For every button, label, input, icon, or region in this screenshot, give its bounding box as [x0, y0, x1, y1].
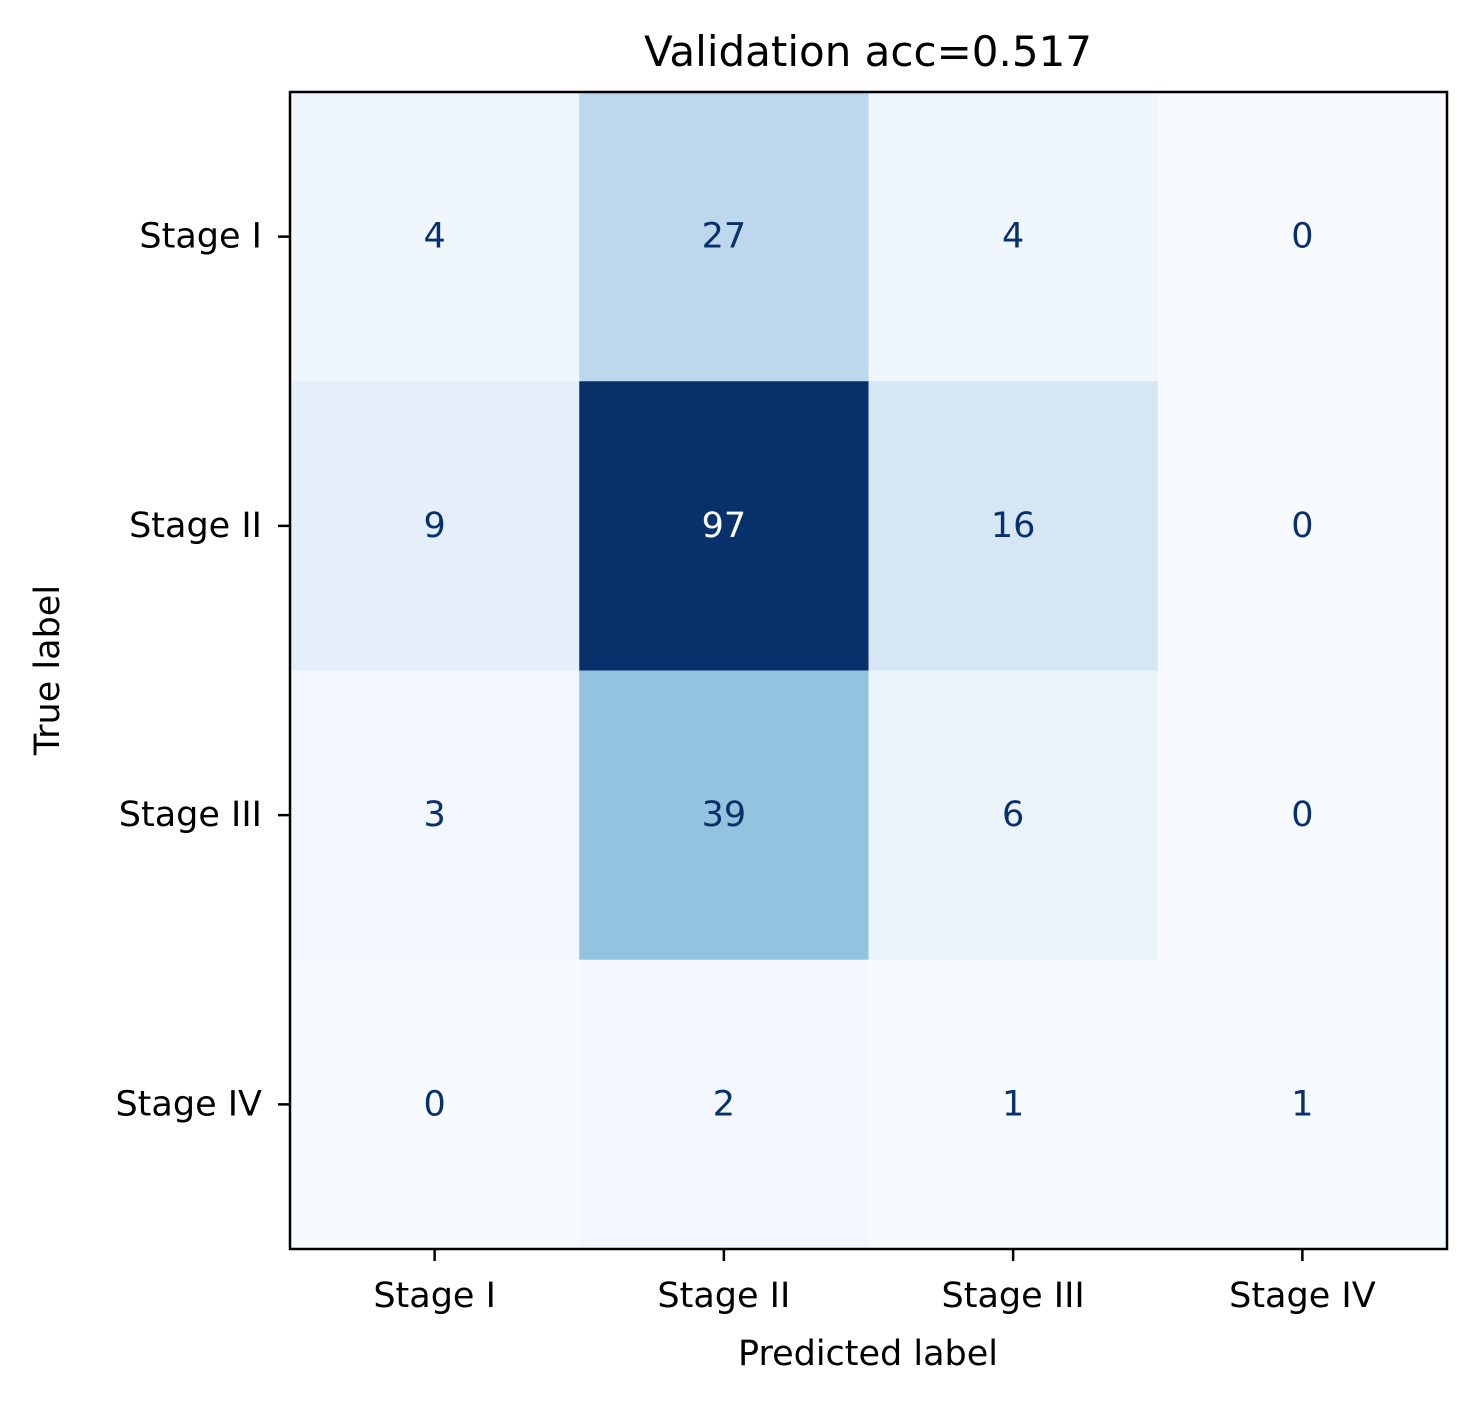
y-axis-ticks: Stage I Stage II Stage III Stage IV [115, 217, 290, 1124]
cell-value-label: 0 [1291, 795, 1313, 835]
cell-value-label: 1 [1002, 1084, 1024, 1124]
heatmap-cell [579, 92, 869, 382]
x-tick-label: Stage III [942, 1276, 1085, 1316]
cell-value-label: 4 [423, 217, 445, 257]
cell-value-label: 0 [423, 1084, 445, 1124]
cell-value-label: 16 [991, 506, 1036, 546]
y-tick-label: Stage IV [115, 1084, 262, 1124]
cell-value-labels: 4 27 4 0 9 97 16 0 3 39 6 0 0 2 1 1 [423, 217, 1313, 1125]
x-tick-label: Stage I [373, 1276, 496, 1316]
heatmap-cell [1157, 670, 1448, 961]
heatmap-cell [290, 92, 580, 382]
cell-value-label: 0 [1291, 217, 1313, 257]
y-tick-label: Stage III [119, 795, 262, 835]
x-axis-ticks: Stage I Stage II Stage III Stage IV [373, 1249, 1376, 1316]
y-axis-label: True label [28, 585, 68, 756]
heatmap-cell [290, 381, 580, 671]
chart-title: Validation acc=0.517 [644, 27, 1092, 76]
cell-value-label: 1 [1291, 1084, 1313, 1124]
cell-value-label: 0 [1291, 506, 1313, 546]
y-tick-label: Stage I [139, 217, 262, 257]
cell-value-label: 2 [713, 1084, 735, 1124]
x-tick-label: Stage II [657, 1276, 790, 1316]
heatmap-cell [1157, 381, 1448, 671]
x-tick-label: Stage IV [1229, 1276, 1376, 1316]
heatmap-cell [868, 92, 1159, 382]
heatmap-cell [579, 670, 869, 961]
plot-frame [288, 90, 1449, 1251]
heatmap-cell [868, 959, 1159, 1250]
cell-value-label: 4 [1002, 217, 1024, 257]
heatmap-cell [290, 670, 580, 961]
cell-value-label: 39 [702, 795, 747, 835]
cell-value-label: 9 [423, 506, 445, 546]
heatmap-cells [290, 92, 1448, 1250]
cell-value-label: 27 [702, 217, 747, 257]
heatmap-cell [290, 959, 580, 1250]
heatmap-cell [579, 381, 869, 671]
cell-value-label: 97 [702, 506, 747, 546]
heatmap-cell [868, 381, 1159, 671]
y-tick-label: Stage II [129, 506, 262, 546]
cell-value-label: 6 [1002, 795, 1024, 835]
heatmap-cell [868, 670, 1159, 961]
heatmap-cell [1157, 959, 1448, 1250]
x-axis-label: Predicted label [738, 1334, 998, 1374]
cell-value-label: 3 [423, 795, 445, 835]
heatmap-cell [1157, 92, 1448, 382]
heatmap-cell [579, 959, 869, 1250]
